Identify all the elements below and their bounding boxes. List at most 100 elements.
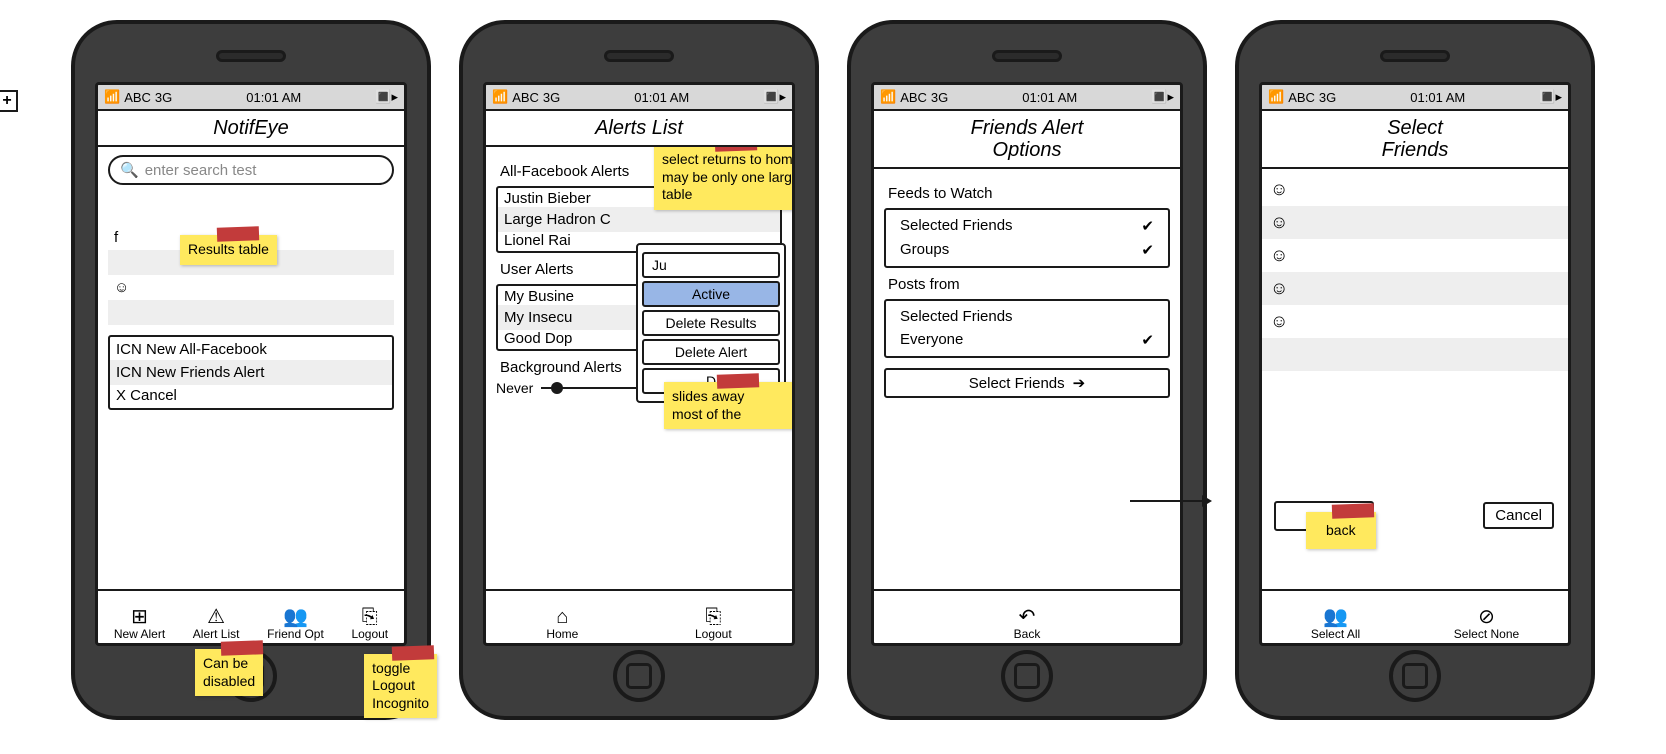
screen-notifeye: 📶 ABC 3G 01:01 AM 🔳▸ NotifEye 🔍 enter se… xyxy=(95,82,407,646)
tab-friend-opt[interactable]: 👥Friend Opt xyxy=(267,607,324,641)
feed-selected-friends[interactable]: Selected Friends✔ xyxy=(892,214,1162,238)
screen-select-friends: 📶 ABC 3G 01:01 AM 🔳▸ Select Friends ☺ ☺ … xyxy=(1259,82,1571,646)
screen-alerts-list: 📶 ABC 3G 01:01 AM 🔳▸ Alerts List All-Fac… xyxy=(483,82,795,646)
smile-icon: ☺ xyxy=(114,279,129,296)
phone-frame-3: 📶 ABC 3G 01:01 AM 🔳▸ Friends Alert Optio… xyxy=(847,20,1207,720)
carrier-label: ABC xyxy=(1288,90,1315,105)
status-bar: 📶 ABC 3G 01:01 AM 🔳▸ xyxy=(486,85,792,111)
popup-active[interactable]: Active xyxy=(642,281,780,307)
home-button[interactable] xyxy=(613,650,665,702)
network-label: 3G xyxy=(931,90,948,105)
arrow-right-icon: ➔ xyxy=(1073,374,1086,392)
network-label: 3G xyxy=(543,90,560,105)
signal-icon: 📶 xyxy=(1268,89,1284,105)
fb-alert-item[interactable]: Large Hadron C xyxy=(498,207,780,232)
check-icon: ✔ xyxy=(1141,217,1154,235)
sticky-slides-away: slides away most of the xyxy=(664,382,792,429)
slider-min-label: Never xyxy=(496,380,533,396)
home-button[interactable] xyxy=(1389,650,1441,702)
menu-cancel[interactable]: X Cancel xyxy=(116,387,386,404)
phone-frame-1: 📶 ABC 3G 01:01 AM 🔳▸ NotifEye 🔍 enter se… xyxy=(71,20,431,720)
logout-icon: ⎘ xyxy=(362,607,378,627)
menu-new-fb-alert[interactable]: ICN New All-Facebook xyxy=(116,341,386,358)
carrier-label: ABC xyxy=(124,90,151,105)
phone-speaker xyxy=(216,50,286,62)
tab-bar: ↶Back xyxy=(874,589,1180,643)
tab-back[interactable]: ↶Back xyxy=(1014,607,1041,641)
result-row-blank2[interactable] xyxy=(108,300,394,325)
tab-new-alert[interactable]: ⊞New Alert xyxy=(114,607,165,641)
cancel-button[interactable]: Cancel xyxy=(1483,502,1554,529)
tab-select-none[interactable]: ⊘Select None xyxy=(1454,607,1519,641)
home-icon: ⌂ xyxy=(556,607,568,627)
result-row-smile[interactable]: ☺ xyxy=(108,275,394,300)
friend-row[interactable]: ☺ xyxy=(1262,206,1568,239)
page-title: Select Friends xyxy=(1262,111,1568,169)
search-input[interactable]: 🔍 enter search test xyxy=(108,155,394,185)
tab-bar: 👥Select All ⊘Select None xyxy=(1262,589,1568,643)
sticky-select-returns: select returns to home may be only one l… xyxy=(654,147,792,210)
tab-logout[interactable]: ⎘Logout xyxy=(351,607,388,641)
section-feeds: Feeds to Watch xyxy=(888,185,1170,202)
phone-speaker xyxy=(604,50,674,62)
phone-speaker xyxy=(1380,50,1450,62)
battery-icon: 🔳▸ xyxy=(375,89,398,105)
clock-label: 01:01 AM xyxy=(1340,90,1535,105)
people-icon: 👥 xyxy=(1323,607,1348,627)
carrier-label: ABC xyxy=(900,90,927,105)
signal-icon: 📶 xyxy=(880,89,896,105)
battery-icon: 🔳▸ xyxy=(763,89,786,105)
people-icon: 👥 xyxy=(283,607,308,627)
menu-new-friends-alert[interactable]: ICN New Friends Alert xyxy=(110,360,392,385)
network-label: 3G xyxy=(1319,90,1336,105)
feeds-list: Selected Friends✔ Groups✔ xyxy=(884,208,1170,268)
add-wireframe-button[interactable]: + xyxy=(0,90,18,112)
friend-row[interactable]: ☺ xyxy=(1262,305,1568,338)
search-icon: 🔍 xyxy=(120,161,139,179)
tab-logout[interactable]: ⎘Logout xyxy=(695,607,732,641)
battery-icon: 🔳▸ xyxy=(1151,89,1174,105)
tab-alert-list[interactable]: ⚠Alert List xyxy=(193,607,240,641)
search-placeholder: enter search test xyxy=(145,162,257,179)
feed-groups[interactable]: Groups✔ xyxy=(892,238,1162,262)
network-label: 3G xyxy=(155,90,172,105)
tab-home[interactable]: ⌂Home xyxy=(546,607,578,641)
popup-delete-alert[interactable]: Delete Alert xyxy=(642,339,780,365)
screen-friends-alert-options: 📶 ABC 3G 01:01 AM 🔳▸ Friends Alert Optio… xyxy=(871,82,1183,646)
facebook-icon: f xyxy=(114,229,118,246)
friend-row[interactable]: ☺ xyxy=(1262,239,1568,272)
status-bar: 📶 ABC 3G 01:01 AM 🔳▸ xyxy=(98,85,404,111)
tab-select-all[interactable]: 👥Select All xyxy=(1311,607,1360,641)
warning-icon: ⚠ xyxy=(207,607,225,627)
posts-everyone[interactable]: Everyone✔ xyxy=(892,328,1162,352)
tab-bar: ⊞New Alert ⚠Alert List 👥Friend Opt ⎘Logo… xyxy=(98,589,404,643)
clock-label: 01:01 AM xyxy=(952,90,1147,105)
check-icon: ✔ xyxy=(1141,241,1154,259)
page-title: Friends Alert Options xyxy=(874,111,1180,169)
none-icon: ⊘ xyxy=(1478,607,1495,627)
flow-arrow xyxy=(1130,500,1210,502)
phone-frame-4: 📶 ABC 3G 01:01 AM 🔳▸ Select Friends ☺ ☺ … xyxy=(1235,20,1595,720)
posts-list: Selected Friends Everyone✔ xyxy=(884,299,1170,358)
friend-row[interactable]: ☺ xyxy=(1262,173,1568,206)
battery-icon: 🔳▸ xyxy=(1539,89,1562,105)
back-icon: ↶ xyxy=(1019,607,1036,627)
plus-icon: ⊞ xyxy=(131,607,148,627)
friend-row[interactable] xyxy=(1262,338,1568,371)
section-posts: Posts from xyxy=(888,276,1170,293)
status-bar: 📶 ABC 3G 01:01 AM 🔳▸ xyxy=(874,85,1180,111)
page-title: NotifEye xyxy=(98,111,404,147)
popup-delete-results[interactable]: Delete Results xyxy=(642,310,780,336)
friend-row[interactable]: ☺ xyxy=(1262,272,1568,305)
select-friends-button[interactable]: Select Friends ➔ xyxy=(884,368,1170,398)
home-button[interactable] xyxy=(1001,650,1053,702)
action-menu: ICN New All-Facebook ICN New Friends Ale… xyxy=(108,335,394,410)
sticky-can-disable: Can be disabled xyxy=(195,649,263,696)
check-icon: ✔ xyxy=(1141,331,1154,349)
posts-selected-friends[interactable]: Selected Friends xyxy=(892,305,1162,328)
logout-icon: ⎘ xyxy=(705,607,721,627)
signal-icon: 📶 xyxy=(492,89,508,105)
clock-label: 01:01 AM xyxy=(564,90,759,105)
sticky-results-table: Results table xyxy=(180,235,277,265)
page-title: Alerts List xyxy=(486,111,792,147)
